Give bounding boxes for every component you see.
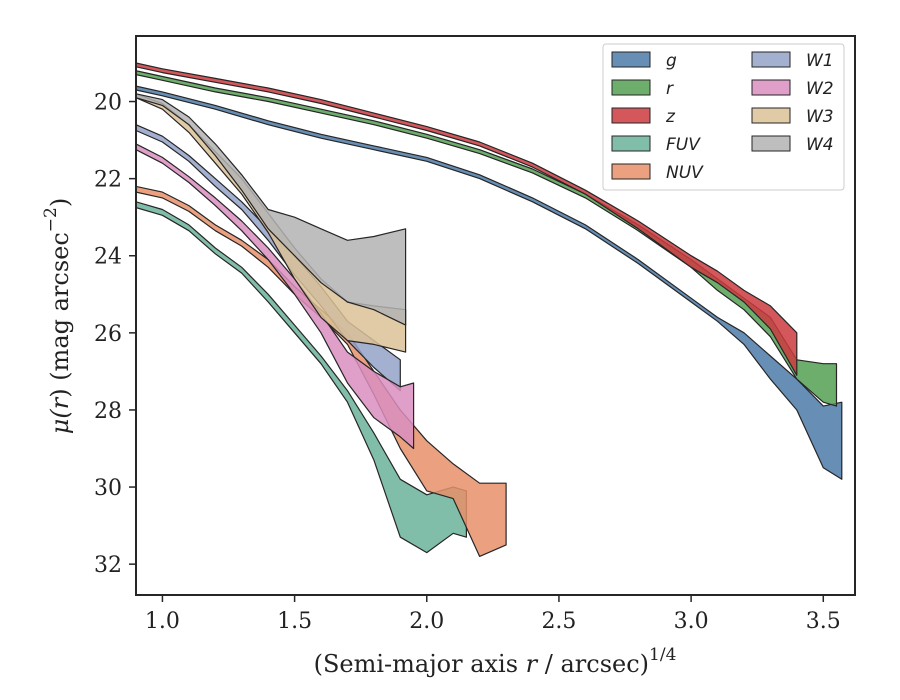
legend-item-z: z (611, 107, 676, 127)
legend-item-w3: W3 (751, 107, 834, 127)
plot-frame (135, 35, 856, 596)
y-tick-label: 20 (94, 91, 122, 116)
x-axis-label: (Semi-major axis r / arcsec)1/4 (314, 645, 677, 678)
y-axis-label: μ(r) (mag arcsec−2) (41, 198, 74, 435)
band-w2 (136, 143, 415, 450)
legend-swatch (611, 51, 651, 68)
legend-label: NUV (666, 163, 704, 183)
legend-item-fuv: FUV (611, 135, 701, 155)
x-tick-label: 3.0 (674, 609, 709, 634)
x-tick-label: 2.0 (409, 609, 444, 634)
band-g (136, 85, 843, 480)
legend-swatch (611, 135, 651, 152)
legend-swatch (611, 107, 651, 124)
legend-swatch (611, 163, 651, 180)
legend-label: z (665, 107, 676, 127)
legend-item-r: r (611, 79, 674, 99)
y-tick-label: 24 (94, 245, 122, 270)
y-tick-label: 28 (94, 399, 122, 424)
x-tick-label: 3.5 (806, 609, 841, 634)
band-w4 (136, 93, 407, 326)
y-tick-label: 32 (94, 553, 122, 578)
x-tick-label: 2.5 (541, 609, 576, 634)
legend-label: r (666, 79, 674, 99)
legend-label: FUV (666, 135, 701, 155)
legend: grz FUV NUV W1 W2 W3 W4 (602, 43, 845, 191)
series-layer (136, 62, 843, 557)
legend-label: W4 (806, 135, 834, 155)
x-tick-label: 1.0 (145, 609, 180, 634)
legend-swatch (751, 107, 791, 124)
y-tick-label: 30 (94, 476, 122, 501)
legend-label: W1 (806, 51, 834, 71)
x-tick-label: 1.5 (277, 609, 312, 634)
legend-label: W2 (806, 79, 834, 99)
legend-label: g (666, 51, 677, 71)
y-tick-label: 22 (94, 168, 122, 193)
legend-swatch (751, 135, 791, 152)
legend-swatch (611, 79, 651, 96)
legend-item-nuv: NUV (611, 163, 704, 183)
y-tick-label: 26 (94, 322, 122, 347)
legend-label: W3 (806, 107, 834, 127)
legend-item-g: g (611, 51, 677, 71)
band-fuv (136, 201, 467, 554)
legend-swatch (751, 79, 791, 96)
band-r (136, 70, 838, 407)
band-z (136, 62, 798, 376)
ticks-layer: 1.0 1.5 2.0 2.5 3.0 3.5 20 22 24 26 28 30 32 (94, 91, 841, 634)
legend-items: grz FUV NUV W1 W2 W3 W4 (611, 51, 834, 183)
legend-item-w2: W2 (751, 79, 834, 99)
legend-swatch (751, 51, 791, 68)
legend-item-w1: W1 (751, 51, 834, 71)
legend-item-w4: W4 (751, 135, 834, 155)
